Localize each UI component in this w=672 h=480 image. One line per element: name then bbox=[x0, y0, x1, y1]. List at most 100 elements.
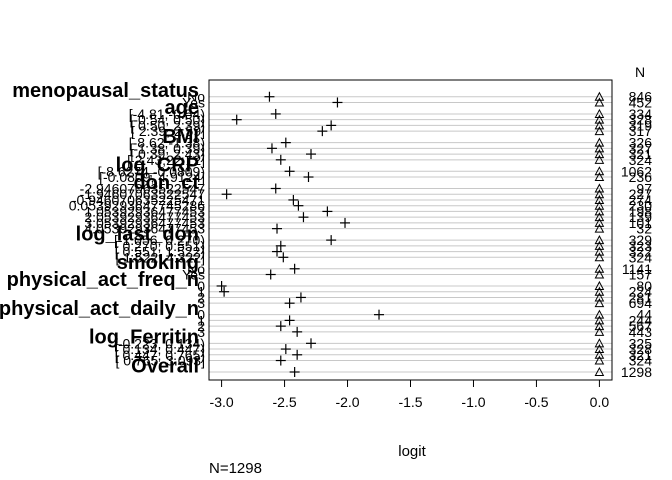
n-marker-triangle bbox=[594, 143, 605, 153]
level-label: 2 bbox=[197, 318, 205, 334]
n-marker-triangle bbox=[594, 108, 605, 118]
level-label: [ 0.447, 0.765) bbox=[115, 347, 205, 363]
n-marker-triangle bbox=[594, 240, 605, 250]
n-value: 846 bbox=[629, 89, 653, 105]
n-marker-triangle bbox=[594, 309, 605, 319]
level-label: 2 bbox=[197, 289, 205, 305]
level-label: [-8.62,-1.38) bbox=[129, 135, 205, 151]
level-label: No bbox=[187, 261, 205, 277]
level-label: 2.05392936477453 bbox=[84, 209, 205, 225]
n-value: 157 bbox=[629, 267, 653, 283]
point-marker bbox=[288, 194, 299, 205]
level-label: [-0.0809, 4.9124] bbox=[99, 169, 205, 185]
n-marker-triangle bbox=[594, 120, 605, 130]
data-points bbox=[216, 91, 385, 377]
point-marker bbox=[275, 321, 286, 332]
x-tick-label: -3.0 bbox=[210, 394, 234, 410]
level-label: [-0.223, 0.134) bbox=[114, 335, 205, 351]
n-value: 317 bbox=[629, 123, 653, 139]
n-marker-triangle bbox=[594, 252, 605, 262]
n-value: 694 bbox=[629, 295, 653, 311]
level-label: -1.94607063522547 bbox=[80, 186, 206, 202]
level-label: 1 bbox=[197, 284, 205, 300]
variable-label: menopausal_status bbox=[12, 80, 199, 102]
level-label: Yes bbox=[182, 94, 205, 110]
n-value: 198 bbox=[629, 203, 653, 219]
footnote-n: N=1298 bbox=[209, 460, 262, 477]
point-marker bbox=[266, 143, 277, 154]
n-marker-triangle bbox=[594, 114, 605, 124]
n-value: 321 bbox=[629, 347, 653, 363]
point-marker bbox=[275, 355, 286, 366]
n-marker-triangle bbox=[594, 321, 605, 331]
n-marker-triangle bbox=[594, 171, 605, 182]
n-value: 44 bbox=[636, 307, 652, 323]
n-value: 324 bbox=[629, 152, 653, 168]
n-marker-triangle bbox=[594, 154, 605, 164]
level-label: [-0.54, 0.50) bbox=[130, 112, 206, 128]
variable-label: physical_act_daily_n bbox=[0, 298, 199, 320]
n-value: 452 bbox=[629, 94, 653, 110]
point-marker bbox=[317, 126, 328, 137]
x-tick-label: 0.0 bbox=[590, 394, 610, 410]
n-marker-triangle bbox=[594, 280, 605, 290]
point-marker bbox=[270, 183, 281, 194]
point-marker bbox=[278, 252, 289, 263]
n-marker-triangle bbox=[594, 194, 605, 204]
x-tick-label: -2.5 bbox=[273, 394, 297, 410]
point-marker bbox=[272, 246, 283, 257]
n-value: 567 bbox=[629, 318, 653, 334]
n-marker-triangle bbox=[594, 338, 605, 348]
level-label: [ 2.43,22.12] bbox=[127, 152, 205, 168]
point-marker bbox=[284, 166, 295, 177]
level-label: [ 0.765, 3.093] bbox=[115, 353, 205, 369]
n-marker-triangle bbox=[594, 286, 605, 296]
n-marker-triangle bbox=[594, 149, 605, 159]
level-label: [ 0.551, 1.522) bbox=[115, 244, 205, 260]
x-tick-label: -2.0 bbox=[335, 394, 359, 410]
n-marker-triangle bbox=[594, 206, 605, 216]
level-label: [ 0.50, 2.39) bbox=[130, 117, 205, 133]
level-label: 3 bbox=[197, 295, 205, 311]
n-marker-triangle bbox=[594, 166, 605, 176]
point-marker bbox=[275, 240, 286, 251]
n-value: 281 bbox=[629, 289, 653, 305]
level-label: 0 bbox=[197, 278, 205, 294]
n-marker-triangle bbox=[594, 343, 605, 354]
n-marker-triangle bbox=[594, 355, 605, 365]
point-marker bbox=[264, 91, 275, 102]
n-value: 139 bbox=[629, 209, 653, 225]
point-marker bbox=[293, 200, 304, 211]
level-label: 3 bbox=[197, 324, 205, 340]
n-marker-triangle bbox=[594, 366, 605, 376]
level-label: -2.94607063522547 bbox=[80, 180, 206, 196]
level-label: 0.0539293647745286 bbox=[69, 198, 205, 214]
n-value: 325 bbox=[629, 335, 653, 351]
n-marker-triangle bbox=[594, 235, 605, 245]
variable-label: physical_act_freq_n bbox=[7, 269, 199, 291]
point-marker bbox=[292, 349, 303, 360]
level-label: Yes bbox=[182, 267, 205, 283]
level-label: [ 2.39, 2.59] bbox=[131, 123, 205, 139]
point-marker bbox=[265, 269, 276, 280]
level-label: 1.05392936477453 bbox=[84, 203, 205, 219]
point-marker bbox=[326, 235, 337, 246]
n-value: 321 bbox=[629, 146, 653, 162]
level-label: [-8.6274,-0.0809) bbox=[98, 163, 205, 179]
n-value: 1062 bbox=[621, 163, 652, 179]
level-label: [ 0.134, 0.447) bbox=[115, 341, 205, 357]
level-label: 0 bbox=[197, 307, 205, 323]
point-marker bbox=[272, 223, 283, 234]
point-marker bbox=[298, 212, 309, 223]
variable-label: log_Ferritin bbox=[89, 327, 199, 349]
n-marker-triangle bbox=[594, 269, 605, 279]
n-value: 244 bbox=[629, 312, 653, 328]
n-value: 334 bbox=[629, 106, 653, 122]
n-value: 328 bbox=[629, 341, 653, 357]
variable-label: BMI bbox=[162, 126, 199, 148]
n-value: 322 bbox=[629, 244, 653, 260]
level-label: [ 1.522, 4.322] bbox=[115, 249, 205, 265]
point-marker bbox=[289, 263, 300, 274]
variable-label: smoking bbox=[117, 252, 199, 274]
